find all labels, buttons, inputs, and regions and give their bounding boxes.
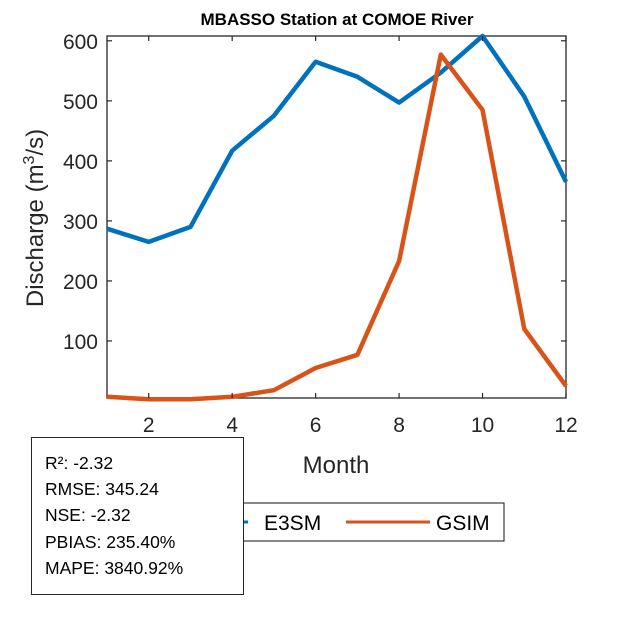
stat-mape: MAPE: 3840.92% [45,557,184,578]
stat-r2: R²: -2.32 [45,453,114,473]
stat-rmse: RMSE: 345.24 [45,479,159,500]
x-tick-label: 2 [143,414,155,437]
x-tick-label: 8 [393,414,405,437]
y-axis-label: Discharge (m3/s) [21,129,49,307]
legend-label-e3sm: E3SM [264,512,321,535]
axes-box [106,35,567,399]
x-tick-label: 10 [471,414,494,437]
y-tick-label: 400 [63,151,98,174]
plot-area: 2 4 6 8 10 12 100 200 300 400 500 600 [63,31,578,437]
series-line-e3sm [106,33,569,245]
y-tick-label: 100 [63,331,98,354]
legend-label-gsim: GSIM [436,512,490,535]
chart-title: MBASSO Station at COMOE River [201,10,474,29]
stat-nse: NSE: -2.32 [45,505,131,526]
y-tick-label: 300 [63,211,98,234]
x-tick-label: 4 [226,414,238,437]
y-tick-label: 200 [63,271,98,294]
x-tick-label: 6 [310,414,322,437]
x-axis-label: Month [303,452,370,479]
y-axis-ticks: 100 200 300 400 500 600 [63,31,566,354]
stat-pbias: PBIAS: 235.40% [45,531,176,552]
x-axis-ticks: 2 4 6 8 10 12 [143,36,578,437]
y-tick-label: 500 [63,91,98,114]
series-line-gsim [106,52,568,402]
series-layer [106,33,569,402]
x-tick-label: 12 [554,414,577,437]
y-tick-label: 600 [63,31,98,54]
stats-box: R²: -2.32 RMSE: 345.24 NSE: -2.32 PBIAS:… [31,437,244,595]
